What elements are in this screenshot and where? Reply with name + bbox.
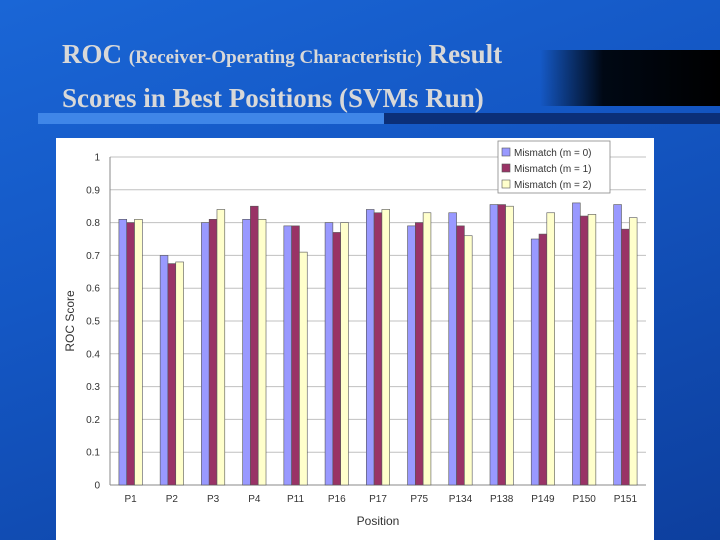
legend-box bbox=[497, 140, 611, 194]
bar-p3-series-1 bbox=[208, 219, 218, 486]
y-tick-label: 0.7 bbox=[86, 251, 100, 262]
bar-p4-series-1 bbox=[250, 205, 259, 486]
bar-p4-series-2 bbox=[257, 219, 267, 486]
bar-p16-series-2 bbox=[340, 222, 349, 486]
y-tick-label: 0.3 bbox=[86, 382, 100, 393]
y-tick-label: 0.8 bbox=[86, 218, 100, 229]
bar-p75-series-2 bbox=[422, 212, 432, 486]
x-tick-label: P1 bbox=[124, 494, 137, 505]
bar-p138-series-1 bbox=[497, 204, 506, 486]
x-tick-label: P2 bbox=[166, 494, 179, 505]
bar-p151-series-1 bbox=[621, 228, 630, 486]
title-underline-light bbox=[38, 113, 384, 124]
x-tick-label: P134 bbox=[449, 494, 473, 505]
legend-label-0: Mismatch (m = 0) bbox=[514, 148, 592, 159]
bar-p2-series-1 bbox=[167, 263, 177, 486]
bar-p151-series-0 bbox=[613, 204, 622, 486]
title-roc: ROC bbox=[62, 39, 122, 69]
legend-swatch-2 bbox=[501, 179, 511, 189]
x-tick-label: P149 bbox=[531, 494, 555, 505]
bar-p17-series-0 bbox=[365, 209, 375, 486]
title-accent-dark bbox=[540, 50, 720, 106]
title-result: Result bbox=[428, 39, 503, 69]
bar-p75-series-1 bbox=[415, 222, 424, 486]
bar-p11-series-2 bbox=[299, 251, 308, 486]
y-tick-label: 0.9 bbox=[86, 185, 100, 196]
x-tick-label: P151 bbox=[614, 494, 638, 505]
y-tick-label: 0.6 bbox=[86, 284, 100, 295]
x-tick-label: P138 bbox=[490, 494, 514, 505]
bar-p1-series-1 bbox=[126, 222, 135, 486]
y-tick-label: 0.2 bbox=[86, 415, 100, 426]
legend-label-2: Mismatch (m = 2) bbox=[514, 180, 592, 191]
bar-p16-series-0 bbox=[324, 222, 334, 486]
bar-p149-series-0 bbox=[530, 238, 540, 486]
bar-p4-series-0 bbox=[242, 219, 251, 486]
bar-p138-series-0 bbox=[489, 204, 499, 486]
x-tick-label: P17 bbox=[369, 494, 387, 505]
y-axis-label: ROC Score bbox=[63, 290, 77, 352]
bar-p134-series-1 bbox=[456, 225, 465, 486]
bar-p149-series-2 bbox=[546, 212, 555, 486]
bar-p2-series-2 bbox=[175, 261, 184, 486]
chart-panel: 0 0.1 0.2 0.3 0.4 0.5 0.6 0.7 0.8 0.9 1 P1 P2 P3 P4 P11… bbox=[56, 138, 654, 540]
bar-p3-series-0 bbox=[201, 222, 210, 486]
legend-label-1: Mismatch (m = 1) bbox=[514, 164, 592, 175]
x-tick-label: P4 bbox=[248, 494, 261, 505]
bar-p17-series-1 bbox=[373, 212, 383, 486]
bar-p150-series-1 bbox=[579, 215, 589, 486]
bar-p134-series-2 bbox=[464, 235, 473, 486]
bar-p11-series-1 bbox=[291, 225, 300, 486]
y-tick-label: 0.4 bbox=[86, 349, 100, 360]
x-tick-label: P3 bbox=[207, 494, 220, 505]
bar-p1-series-0 bbox=[118, 219, 128, 486]
title-line2: Scores in Best Positions (SVMs Run) bbox=[62, 83, 484, 113]
x-axis-label: Position bbox=[357, 514, 400, 528]
slide-title: ROC (Receiver-Operating Characteristic) … bbox=[62, 34, 702, 118]
title-roc-expansion: (Receiver-Operating Characteristic) bbox=[128, 47, 422, 68]
bar-p150-series-2 bbox=[587, 214, 597, 486]
bar-p3-series-2 bbox=[216, 209, 226, 486]
title-underline-navy bbox=[384, 113, 720, 124]
y-tick-label: 0.1 bbox=[86, 448, 100, 459]
bar-p134-series-0 bbox=[448, 212, 457, 486]
bar-p16-series-1 bbox=[332, 232, 341, 486]
bar-p75-series-0 bbox=[407, 225, 416, 486]
bar-p11-series-0 bbox=[283, 225, 292, 486]
bar-p2-series-0 bbox=[159, 255, 169, 486]
y-tick-label: 1 bbox=[94, 153, 100, 164]
bar-p138-series-2 bbox=[505, 205, 514, 486]
y-tick-label: 0.5 bbox=[86, 317, 100, 328]
legend-swatch-0 bbox=[501, 147, 511, 157]
bar-p1-series-2 bbox=[134, 219, 143, 486]
x-tick-label: P75 bbox=[410, 494, 428, 505]
x-tick-label: P11 bbox=[287, 494, 304, 505]
y-tick-label: 0 bbox=[94, 481, 100, 492]
legend-swatch-1 bbox=[501, 163, 511, 173]
roc-bar-chart: 0 0.1 0.2 0.3 0.4 0.5 0.6 0.7 0.8 0.9 1 P1 P2 P3 P4 P11… bbox=[63, 140, 646, 528]
x-tick-label: P16 bbox=[328, 494, 346, 505]
bar-p150-series-0 bbox=[572, 202, 581, 486]
bar-p17-series-2 bbox=[381, 209, 390, 486]
bar-p149-series-1 bbox=[538, 233, 548, 486]
x-tick-label: P150 bbox=[572, 494, 596, 505]
bar-p151-series-2 bbox=[628, 217, 638, 486]
